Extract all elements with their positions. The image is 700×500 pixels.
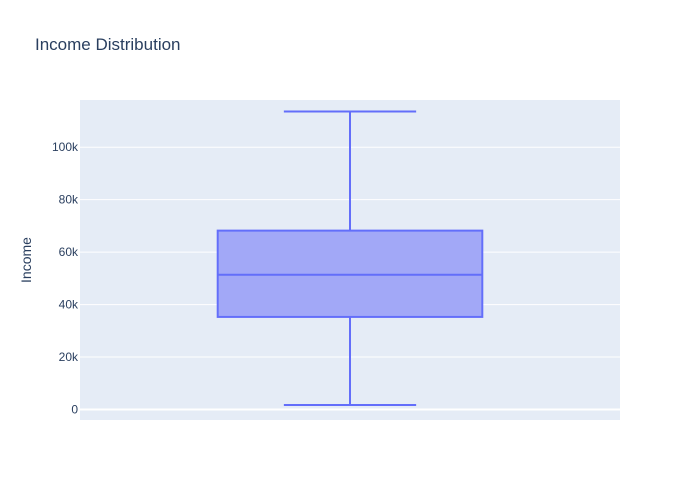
- y-tick-label: 80k: [59, 193, 79, 207]
- y-tick-labels: 0 20k 40k 60k 80k 100k: [52, 140, 79, 416]
- y-tick-label: 20k: [59, 350, 79, 364]
- y-tick-label: 60k: [59, 245, 79, 259]
- y-tick-label: 100k: [52, 140, 79, 154]
- y-axis-title: Income: [18, 237, 34, 283]
- y-tick-label: 40k: [59, 298, 79, 312]
- box-series: [216, 110, 484, 407]
- y-tick-label: 0: [71, 403, 78, 417]
- box-trace: [216, 110, 484, 407]
- chart-title: Income Distribution: [35, 35, 181, 54]
